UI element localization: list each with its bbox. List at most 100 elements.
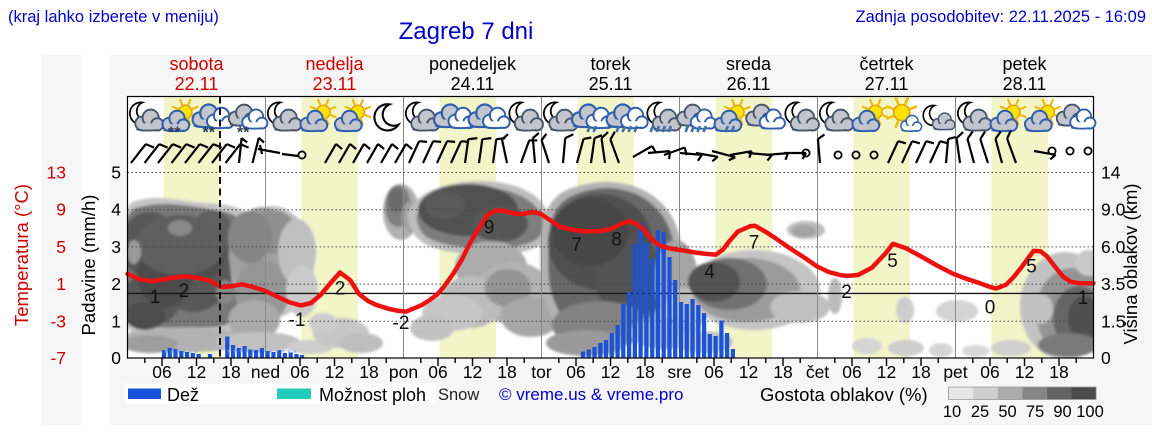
svg-text:24.11: 24.11 <box>451 74 495 94</box>
svg-text:čet: čet <box>806 362 829 382</box>
svg-text:*: * <box>287 348 291 358</box>
svg-text:1: 1 <box>111 311 121 331</box>
svg-text:Temperatura (°C): Temperatura (°C) <box>11 184 32 326</box>
svg-text:**: ** <box>203 125 216 142</box>
svg-text:Zadnja posodobitev: 22.11.2025: Zadnja posodobitev: 22.11.2025 - 16:09 <box>856 8 1147 26</box>
svg-text:ned: ned <box>251 362 280 382</box>
svg-text:06: 06 <box>980 362 999 382</box>
svg-text:18: 18 <box>1049 362 1068 382</box>
svg-text:7: 7 <box>571 235 582 256</box>
svg-text:tor: tor <box>531 362 552 382</box>
svg-text:75: 75 <box>1026 403 1044 421</box>
svg-text:-2: -2 <box>393 313 410 334</box>
svg-text:90: 90 <box>1053 403 1071 421</box>
svg-text:torek: torek <box>590 54 631 74</box>
svg-text:(kraj lahko izberete v meniju): (kraj lahko izberete v meniju) <box>8 8 219 26</box>
svg-text:-7: -7 <box>50 348 66 368</box>
svg-text:06: 06 <box>290 362 309 382</box>
svg-text:8: 8 <box>611 230 622 251</box>
svg-text:pon: pon <box>389 362 418 382</box>
svg-text:*: * <box>257 348 261 358</box>
svg-text:06: 06 <box>428 362 447 382</box>
svg-text:13: 13 <box>47 163 66 183</box>
svg-text:5: 5 <box>1026 257 1037 278</box>
svg-text:18: 18 <box>359 362 378 382</box>
svg-text:*: * <box>176 348 180 358</box>
svg-text:**: ** <box>168 125 181 142</box>
svg-text:1: 1 <box>1078 288 1089 309</box>
svg-text:26.11: 26.11 <box>727 74 771 94</box>
svg-text:ponedeljek: ponedeljek <box>429 54 517 74</box>
svg-text:18: 18 <box>773 362 792 382</box>
svg-text:2: 2 <box>841 282 852 303</box>
svg-text:*: * <box>227 348 231 358</box>
svg-text:*: * <box>194 348 198 358</box>
svg-text:9.0: 9.0 <box>1101 200 1126 220</box>
svg-text:1: 1 <box>56 274 66 294</box>
svg-text:četrtek: četrtek <box>859 54 914 74</box>
svg-text:pet: pet <box>943 362 967 382</box>
svg-text:petek: petek <box>1002 54 1047 74</box>
svg-text:22.11: 22.11 <box>175 74 219 94</box>
svg-text:*: * <box>239 348 243 358</box>
svg-text:© vreme.us & vreme.pro: © vreme.us & vreme.pro <box>499 385 683 404</box>
svg-text:1.5: 1.5 <box>1101 311 1125 331</box>
svg-text:sre: sre <box>667 362 691 382</box>
svg-text:100: 100 <box>1076 403 1104 421</box>
svg-text:*: * <box>263 348 267 358</box>
svg-text:**: ** <box>237 125 250 142</box>
svg-text:06: 06 <box>566 362 585 382</box>
svg-text:12: 12 <box>601 362 620 382</box>
svg-text:*: * <box>245 348 249 358</box>
svg-text:2: 2 <box>335 279 346 300</box>
svg-text:-3: -3 <box>50 311 66 331</box>
svg-text:12: 12 <box>187 362 206 382</box>
svg-text:*: * <box>269 348 273 358</box>
svg-text:5: 5 <box>56 237 66 257</box>
svg-text:4: 4 <box>111 200 121 220</box>
svg-text:3: 3 <box>111 237 121 257</box>
svg-text:27.11: 27.11 <box>865 74 909 94</box>
svg-text:1: 1 <box>150 287 161 308</box>
svg-text:50: 50 <box>998 403 1016 421</box>
svg-text:*: * <box>233 348 237 358</box>
svg-text:18: 18 <box>497 362 516 382</box>
svg-text:12: 12 <box>739 362 758 382</box>
svg-text:Zagreb 7 dni: Zagreb 7 dni <box>399 18 534 45</box>
svg-text:6.0: 6.0 <box>1101 237 1126 257</box>
svg-text:5: 5 <box>887 251 898 272</box>
svg-text:3.5: 3.5 <box>1101 274 1125 294</box>
svg-text:18: 18 <box>911 362 930 382</box>
svg-text:12: 12 <box>463 362 482 382</box>
svg-text:*: * <box>170 348 174 358</box>
svg-text:*: * <box>164 348 168 358</box>
svg-text:9: 9 <box>56 200 66 220</box>
svg-text:0: 0 <box>1101 348 1111 368</box>
svg-text:06: 06 <box>152 362 171 382</box>
svg-text:12: 12 <box>325 362 344 382</box>
svg-text:*: * <box>293 348 297 358</box>
svg-text:18: 18 <box>221 362 240 382</box>
svg-text:10: 10 <box>943 403 961 421</box>
svg-text:0: 0 <box>985 298 996 319</box>
svg-text:sreda: sreda <box>726 54 772 74</box>
svg-text:25: 25 <box>971 403 989 421</box>
svg-text:Možnost ploh: Možnost ploh <box>319 385 426 405</box>
svg-text:4: 4 <box>704 262 715 283</box>
svg-text:Padavine (mm/h): Padavine (mm/h) <box>78 195 99 336</box>
svg-text:25.11: 25.11 <box>589 74 633 94</box>
svg-text:9: 9 <box>484 218 495 239</box>
svg-text:14: 14 <box>1101 163 1121 183</box>
svg-text:2: 2 <box>111 274 121 294</box>
svg-text:12: 12 <box>1015 362 1034 382</box>
svg-text:06: 06 <box>704 362 723 382</box>
svg-text:-1: -1 <box>289 310 306 331</box>
svg-text:18: 18 <box>635 362 654 382</box>
svg-text:7: 7 <box>749 233 760 254</box>
svg-text:*: * <box>251 348 255 358</box>
svg-text:0: 0 <box>111 348 121 368</box>
svg-text:*: * <box>182 348 186 358</box>
svg-text:5: 5 <box>111 163 121 183</box>
svg-text:06: 06 <box>842 362 861 382</box>
svg-text:Gostota oblakov (%): Gostota oblakov (%) <box>760 384 928 405</box>
